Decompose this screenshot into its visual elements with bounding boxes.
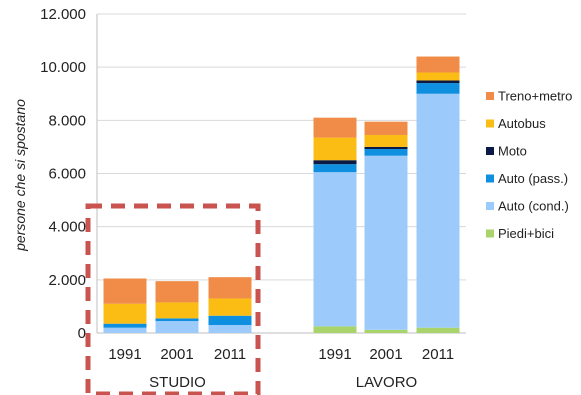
bar-segment — [313, 164, 357, 173]
bar-segment — [313, 172, 357, 327]
bar-segment — [313, 160, 357, 165]
group-label: LAVORO — [356, 374, 417, 391]
bar-segment — [155, 302, 199, 319]
legend-swatch — [486, 174, 494, 183]
bar-segment — [313, 326, 357, 333]
legend-swatch — [486, 119, 494, 128]
bar-segment — [208, 315, 252, 326]
legend: Treno+metro Autobus Moto Auto (pass.) Auto (… — [486, 89, 572, 241]
y-tick-label: 2.000 — [48, 272, 86, 289]
bar-segment — [364, 134, 408, 147]
bar-segment — [364, 146, 408, 150]
bar-segment — [416, 80, 460, 84]
bar-segment — [313, 117, 357, 138]
bar-segment — [103, 327, 147, 333]
bar-segment — [103, 323, 147, 328]
x-tick-label: 2011 — [214, 346, 246, 363]
bar-segment — [155, 321, 199, 333]
bars — [103, 56, 460, 333]
x-axis: 1991 2001 2011 STUDIO 1991 2001 2011 LAVORO — [108, 346, 454, 391]
bar-segment — [313, 137, 357, 161]
legend-label: Autobus — [498, 116, 546, 131]
legend-swatch — [486, 229, 494, 238]
legend-swatch — [486, 147, 494, 155]
bar-segment — [416, 56, 460, 73]
legend-swatch — [486, 92, 494, 100]
bar-segment — [155, 281, 199, 303]
x-tick-label: 1991 — [318, 346, 351, 363]
bar-segment — [416, 83, 460, 94]
bar-segment — [416, 327, 460, 333]
bar-segment — [416, 93, 460, 328]
x-tick-label: 2001 — [160, 346, 193, 363]
x-tick-label: 2001 — [369, 346, 402, 363]
y-tick-label: 0 — [78, 325, 86, 342]
bar-segment — [103, 278, 147, 304]
legend-label: Treno+metro — [498, 89, 572, 104]
y-tick-label: 10.000 — [40, 59, 86, 76]
bar-segment — [364, 121, 408, 135]
bar-segment — [208, 325, 252, 333]
bar-segment — [416, 72, 460, 81]
legend-label: Moto — [498, 144, 527, 159]
group-label: STUDIO — [149, 374, 206, 391]
bar-segment — [364, 149, 408, 156]
highlight-box-studio — [85, 203, 261, 395]
bar-segment — [208, 298, 252, 316]
legend-label: Piedi+bici — [498, 226, 554, 241]
bar-segment — [103, 303, 147, 324]
bar-segment — [155, 318, 199, 322]
y-tick-label: 12.000 — [40, 6, 86, 23]
legend-label: Auto (pass.) — [498, 171, 568, 186]
bar-segment — [208, 277, 252, 299]
y-tick-label: 4.000 — [48, 219, 86, 236]
legend-swatch — [486, 202, 494, 210]
x-tick-label: 2011 — [422, 346, 454, 363]
gridlines — [97, 13, 466, 281]
bar-segment — [364, 155, 408, 330]
bar-segment — [364, 329, 408, 333]
y-tick-label: 6.000 — [48, 166, 86, 183]
x-tick-label: 1991 — [108, 346, 141, 363]
legend-label: Auto (cond.) — [498, 199, 569, 214]
y-tick-label: 8.000 — [48, 112, 86, 129]
y-axis-label: persone che si spostano — [12, 99, 28, 252]
